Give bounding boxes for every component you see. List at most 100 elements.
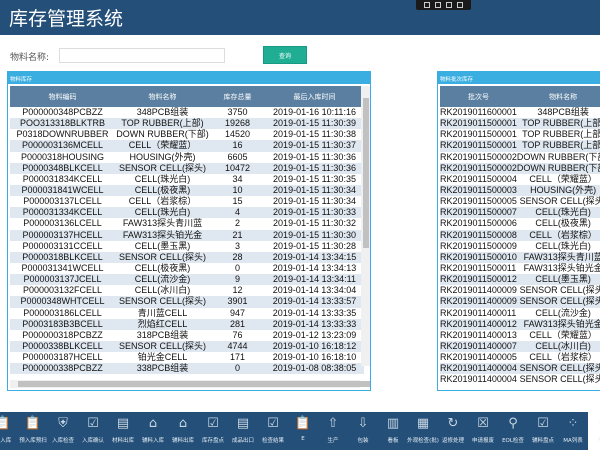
col-header-code[interactable]: 物料编码 — [10, 86, 115, 107]
table-row[interactable]: P0000318BLKCELL SENSOR CELL(探头) 28 2019-01-… — [10, 251, 364, 263]
table-row[interactable]: P000031334KCELL CELL(珠光白) 4 2019-01-15 11:3… — [10, 207, 364, 219]
table-row[interactable]: RK2019011500001 TOP RUBBER(上部) — [440, 118, 600, 130]
table-row[interactable]: RK2019011400009 SENSOR CELL(探头) — [440, 296, 600, 308]
table-row[interactable]: P000003137JCELL CELL(流沙金) 9 2019-01-14 13:3… — [10, 274, 364, 286]
pin-icon[interactable] — [435, 2, 441, 8]
close-icon[interactable] — [457, 2, 463, 8]
table-row[interactable]: P000031834KCELL CELL(珠光白) 34 2019-01-15 11:… — [10, 174, 364, 185]
table-cell: 2019-01-15 11:30:35 — [273, 173, 356, 184]
table-row[interactable]: P000003136LCELL FAW313探头青川蓝 2 2019-01-15 11… — [10, 218, 364, 229]
toolbar-button[interactable]: ☑ 辅料盘点 — [528, 412, 558, 450]
toolbar-button[interactable]: ▤ 成品出口 — [228, 412, 258, 450]
table-cell: 9 — [210, 274, 265, 286]
table-row[interactable]: RK2019011500003 HOUSING(外壳) — [440, 184, 600, 197]
table-row[interactable]: P0000318HOUSING HOUSING(外壳) 6605 2019-01-15… — [10, 152, 364, 163]
table-row[interactable]: P000031841WCELL CELL(极夜黑) 10 2019-01-15 11:… — [10, 184, 364, 197]
col-header-name[interactable]: 物料名称 — [115, 86, 210, 107]
table-cell: CELL(极夜黑) — [134, 263, 191, 274]
toolbar-button[interactable]: 📋 预入库 — [0, 412, 18, 450]
table-row[interactable]: RK2019011500007 CELL(珠光白) — [440, 207, 600, 219]
col-header-total[interactable]: 库存总量 — [210, 86, 265, 107]
table-row[interactable]: RK2019011600001 348PCB组装 — [440, 107, 600, 118]
table-cell: RK2019011500005 — [440, 196, 517, 207]
table-row[interactable]: RK2019011400011 CELL(流沙金) — [440, 308, 600, 319]
search-button[interactable]: 查询 — [263, 46, 307, 64]
toolbar-button[interactable]: ▦ 外观检查(批) — [407, 412, 439, 450]
toolbar-button[interactable]: ▤ 材料出库 — [108, 412, 138, 450]
table-row[interactable]: P000000338PCBZZ 338PCB组装 0 2019-01-08 08:38… — [10, 363, 364, 375]
table-row[interactable]: RK2019011500009 CELL(珠光白) — [440, 241, 600, 252]
toolbar-button[interactable]: 📋 E — [288, 412, 318, 450]
table-row[interactable]: RK2019011500004 CELL（荣耀蓝） — [440, 174, 600, 185]
table-row[interactable]: P000003187HCELL 铂光金CELL 171 2019-01-10 16:1… — [10, 352, 364, 363]
table-row[interactable]: P000003132FCELL CELL(冰川白) 12 2019-01-14 13:… — [10, 285, 364, 296]
table-row[interactable]: RK2019011500010 FAW313探头青川蓝 — [440, 251, 600, 263]
table-row[interactable]: RK2019011500005 SENSOR CELL(探头) — [440, 196, 600, 207]
toolbar-button[interactable]: ⌂ 辅料出库 — [168, 412, 198, 450]
table-cell: 2019-01-10 16:18:12 — [265, 340, 364, 353]
toolbar-button[interactable]: ☒ 申请报废 — [468, 412, 498, 450]
toolbar-button[interactable]: ⇧ 生产 — [318, 412, 348, 450]
toolbar-button[interactable]: ▥ 看板 — [378, 412, 408, 450]
toolbar-button[interactable]: ☑ 入库确认 — [78, 412, 108, 450]
toolbar-button[interactable]: ⁘产品 — [588, 412, 600, 450]
settings-icon[interactable] — [424, 2, 430, 8]
horizontal-scrollbar[interactable] — [10, 380, 370, 388]
table-row[interactable]: RK2019011400013 CELL（荣耀蓝） — [440, 330, 600, 341]
clipboard-check-icon: ☑ — [537, 416, 549, 431]
table-row[interactable]: P000003137HCELL FAW313探头铂光金 21 2019-01-15 1… — [10, 229, 364, 241]
col-header-last-time[interactable]: 最后入库时间 — [265, 86, 364, 107]
table-row[interactable]: P000000318PCBZZ 318PCB组装 76 2019-01-12 13:2… — [10, 330, 364, 341]
toolbar-button-label: 外观检查(批) — [407, 438, 439, 444]
toolbar-button[interactable]: ☑ 检查结果 — [258, 412, 288, 450]
toolbar-button[interactable]: ⇩ 包装 — [348, 412, 378, 450]
table-row[interactable]: RK2019011500008 CELL（岩浆棕） — [440, 229, 600, 241]
toolbar-button[interactable]: ⚲ EOL检查 — [498, 412, 528, 450]
table-row[interactable]: RK2019011400005 CELL（岩浆棕） — [440, 352, 600, 363]
table-row[interactable]: RK2019011500012 CELL(墨玉黑) — [440, 274, 600, 286]
table-row[interactable]: RK2019011400009 SENSOR CELL(探头) — [440, 285, 600, 296]
table-row[interactable]: POO313318BLKTRB TOP RUBBER(上部) 19268 2019-0… — [10, 118, 364, 130]
table-row[interactable]: RK2019011400012 FAW313探头铂光金 — [440, 318, 600, 330]
table-cell: P0000318HOUSING — [20, 151, 105, 162]
table-row[interactable]: P0003183B3BCELL 烈焰红CELL 281 2019-01-14 13:3… — [10, 318, 364, 330]
col-header-name[interactable]: 物料名称 — [516, 86, 600, 107]
toolbar-button[interactable]: ☑ 库存盘点 — [198, 412, 228, 450]
table-row[interactable]: P000003186LCELL 青川蓝CELL 947 2019-01-14 13:3… — [10, 308, 364, 319]
table-cell: DOWN RUBBER(下部) — [116, 129, 209, 140]
table-cell: 34 — [232, 173, 243, 184]
table-row[interactable]: RK2019011400004 SENSOR CELL(探头) — [440, 363, 600, 375]
table-row[interactable]: P0000348BLKCELL SENSOR CELL(探头) 10472 2019-… — [10, 162, 364, 174]
table-cell: SENSOR CELL(探头) — [516, 363, 600, 375]
toolbar-button[interactable]: ↻ 返修处理 — [438, 412, 468, 450]
download-icon: ⇩ — [357, 416, 369, 431]
table-row[interactable]: P000003136MCELL CELL（荣耀蓝） 16 2019-01-15 11:… — [10, 140, 364, 152]
vertical-scrollbar[interactable] — [361, 86, 370, 366]
table-row[interactable]: RK2019011500006 CELL(极夜黑) — [440, 218, 600, 229]
table-row[interactable]: P0000348WHTCELL SENSOR CELL(探头) 3901 2019-0… — [10, 296, 364, 308]
table-row[interactable]: RK2019011500011 FAW313探头铂光金 — [440, 263, 600, 274]
toolbar-button[interactable]: ⁘ MA列表 — [558, 412, 588, 450]
table-row[interactable]: P0318DOWNRUBBER DOWN RUBBER(下部) 14520 2019-… — [10, 129, 364, 140]
window-controls[interactable] — [416, 0, 471, 10]
table-cell: 2019-01-15 11:30:36 — [265, 162, 364, 174]
table-row[interactable]: RK2019011500001 TOP RUBBER(上部) — [440, 129, 600, 140]
table-row[interactable]: P000003137LCELL CELL（岩浆棕） 15 2019-01-15 11:… — [10, 196, 364, 207]
table-cell: CELL(珠光白) — [535, 240, 591, 251]
table-row[interactable]: P0000338BLKCELL SENSOR CELL(探头) 4744 2019-0… — [10, 340, 364, 353]
toolbar-button[interactable]: ⛨ 入库检查 — [48, 412, 78, 450]
table-row[interactable]: P000000348PCBZZ 348PCB组装 3750 2019-01-16 10… — [10, 107, 364, 118]
table-row[interactable]: RK2019011400007 CELL(冰川白) — [440, 340, 600, 353]
material-name-input[interactable] — [59, 48, 225, 63]
screenshot-icon[interactable] — [446, 2, 452, 8]
table-cell: TOP RUBBER(上部) — [516, 118, 600, 130]
table-row[interactable]: P000031341WCELL CELL(极夜黑) 0 2019-01-14 13:3… — [10, 263, 364, 274]
col-header-batch[interactable]: 批次号 — [440, 86, 517, 107]
toolbar-button[interactable]: 📋 预入库预扫 — [18, 412, 48, 450]
table-row[interactable]: RK2019011500001 TOP RUBBER(上部) — [440, 140, 600, 152]
toolbar-button[interactable]: ⌂ 辅料入库 — [138, 412, 168, 450]
table-row[interactable]: P000003131CCELL CELL(墨玉黑) 3 2019-01-15 11:3… — [10, 241, 364, 252]
table-row[interactable]: RK2019011400004 SENSOR CELL(探头) — [440, 374, 600, 385]
